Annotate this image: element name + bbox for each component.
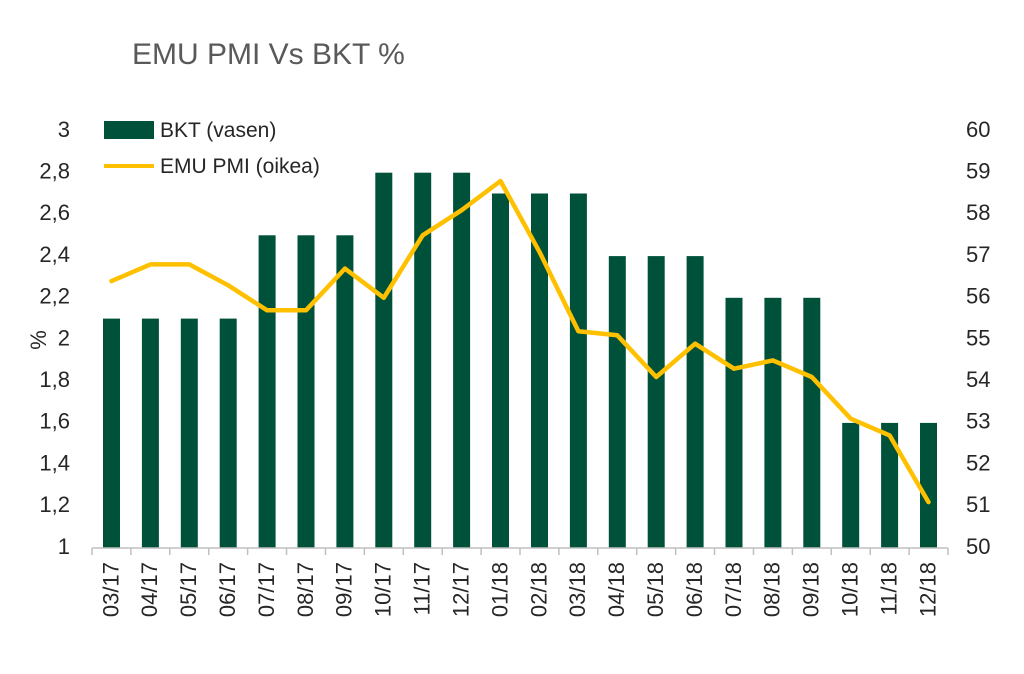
bar-01/18	[492, 193, 509, 548]
y-right-tick-label: 56	[966, 284, 990, 309]
x-tick-label: 12/17	[448, 562, 473, 617]
x-tick-label: 03/17	[98, 562, 123, 617]
y-axis-right: 50 51 52 53 54 55 56 57 58 59 60	[966, 117, 990, 559]
pmi-line	[109, 178, 931, 505]
x-tick-label: 11/17	[410, 562, 435, 615]
y-left-tick-label: 1,6	[39, 409, 70, 434]
y-right-tick-label: 50	[966, 534, 990, 559]
y-right-tick-label: 53	[966, 409, 990, 434]
y-left-tick-label: 2,8	[39, 159, 70, 184]
y-axis-label: %	[26, 330, 51, 350]
pmi-series-line	[109, 178, 931, 505]
bar-12/17	[453, 172, 471, 548]
bar-10/17	[375, 172, 393, 548]
x-tick-label: 10/18	[838, 562, 863, 617]
x-tick-label: 12/18	[915, 562, 940, 617]
y-left-tick-label: 2	[58, 325, 70, 350]
legend-label-bkt: BKT (vasen)	[160, 119, 276, 142]
bar-10/18	[842, 422, 860, 548]
bar-06/17	[219, 318, 237, 548]
y-left-tick-label: 2,6	[39, 200, 70, 225]
legend: BKT (vasen) EMU PMI (oikea)	[104, 119, 320, 178]
y-right-tick-label: 52	[966, 450, 990, 475]
legend-swatch-bkt	[104, 121, 154, 139]
y-left-tick-label: 1	[58, 534, 70, 559]
x-tick-label: 05/18	[643, 562, 668, 617]
chart-title: EMU PMI Vs BKT %	[132, 38, 405, 71]
bar-05/17	[180, 318, 198, 548]
y-right-tick-label: 58	[966, 200, 990, 225]
y-axis-left: 1 1,2 1,4 1,6 1,8 2 2,2 2,4 2,6 2,8 3	[39, 117, 70, 559]
y-left-tick-label: 2,4	[39, 242, 70, 267]
bar-05/18	[647, 256, 665, 548]
x-tick-label: 04/17	[137, 562, 162, 617]
y-right-tick-label: 55	[966, 325, 990, 350]
x-axis-labels: 03/17 04/17 05/17 06/17 07/17 08/17 09/17 10/17…	[98, 562, 940, 617]
y-left-tick-label: 1,2	[39, 492, 70, 517]
bar-03/17	[103, 318, 120, 548]
x-tick-label: 10/17	[371, 562, 396, 617]
x-tick-label: 02/18	[526, 562, 551, 617]
x-axis	[91, 547, 949, 555]
bar-07/18	[725, 297, 743, 548]
bar-07/17	[258, 235, 276, 549]
x-tick-label: 07/18	[721, 562, 746, 617]
x-tick-label: 09/18	[799, 562, 824, 617]
x-tick-label: 09/17	[332, 562, 357, 617]
bar-03/18	[569, 193, 587, 548]
y-left-tick-label: 1,8	[39, 367, 70, 392]
x-tick-label: 08/18	[760, 562, 785, 617]
x-tick-label: 08/17	[293, 562, 318, 617]
bar-08/17	[297, 235, 315, 549]
y-right-tick-label: 60	[966, 117, 990, 142]
bar-09/17	[336, 235, 354, 549]
x-tick-label: 06/17	[215, 562, 240, 617]
y-left-tick-label: 1,4	[39, 450, 70, 475]
y-left-tick-label: 3	[58, 117, 70, 142]
x-tick-label: 05/17	[176, 562, 201, 617]
bar-08/18	[764, 297, 782, 548]
y-right-tick-label: 57	[966, 242, 990, 267]
bar-04/17	[141, 318, 159, 548]
x-tick-label: 01/18	[487, 562, 512, 617]
x-tick-label: 03/18	[565, 562, 590, 617]
y-right-tick-label: 59	[966, 159, 990, 184]
bar-02/18	[531, 193, 548, 548]
bar-04/18	[608, 256, 626, 548]
y-right-tick-label: 54	[966, 367, 990, 392]
y-right-tick-label: 51	[966, 492, 990, 517]
x-tick-label: 07/17	[254, 562, 279, 617]
bkt-bars	[103, 172, 937, 549]
legend-label-pmi: EMU PMI (oikea)	[160, 155, 320, 178]
x-tick-label: 04/18	[604, 562, 629, 617]
bar-11/17	[414, 172, 432, 548]
bar-11/18	[881, 422, 899, 548]
bar-12/18	[920, 422, 937, 548]
bar-09/18	[803, 297, 821, 548]
x-tick-label: 11/18	[876, 562, 901, 615]
bar-06/18	[686, 256, 704, 548]
y-left-tick-label: 2,2	[39, 284, 70, 309]
x-tick-label: 06/18	[682, 562, 707, 617]
